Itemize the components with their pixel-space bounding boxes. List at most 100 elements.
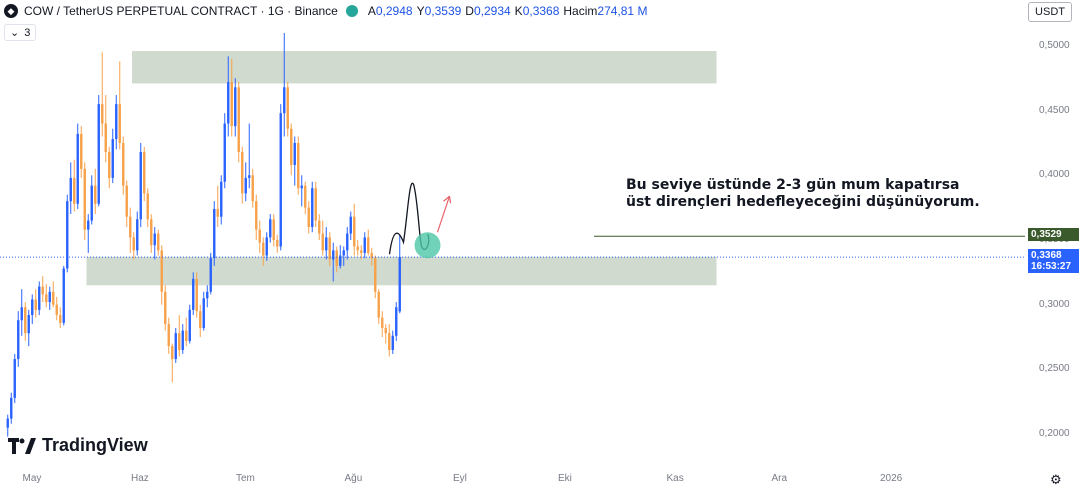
candle-body [346, 233, 349, 251]
candle-body [94, 185, 97, 204]
ohlc-close: K0,3368 [514, 4, 560, 18]
candle-body [52, 291, 55, 305]
candle-body [132, 237, 135, 251]
indicators-toggle[interactable]: ⌄ 3 [4, 24, 37, 41]
candle-body [188, 309, 191, 341]
candle-body [321, 233, 324, 251]
chart-annotation[interactable]: Bu seviye üstünde 2-3 gün mum kapatırsa … [626, 177, 980, 211]
candle-body [381, 317, 384, 328]
candle-body [227, 82, 230, 124]
candle-body [160, 250, 163, 292]
time-tick: Tem [236, 473, 255, 484]
candle-body [31, 299, 34, 316]
candle-body [181, 330, 184, 350]
candle-body [258, 229, 261, 243]
candle-body [360, 250, 363, 253]
candle-body [328, 237, 331, 260]
candle-body [370, 252, 373, 259]
time-tick: Haz [131, 473, 149, 484]
candle-body [125, 185, 128, 217]
candle-body [391, 335, 394, 350]
currency-select[interactable]: USDT [1028, 2, 1072, 22]
candle-body [367, 237, 370, 253]
candle-body [384, 328, 387, 334]
candle-body [178, 333, 181, 350]
candle-body [97, 104, 100, 204]
candle-body [307, 207, 310, 228]
candle-body [279, 113, 282, 247]
candle-body [167, 324, 170, 347]
countdown: 16:53:27 [1031, 261, 1072, 273]
candle-body [356, 246, 359, 251]
time-tick: Kas [666, 473, 684, 484]
price-chart[interactable] [0, 0, 1025, 460]
candle-body [276, 240, 279, 247]
candle-body [195, 278, 198, 312]
ohlc-high: Y0,3539 [416, 4, 462, 18]
candle-body [139, 152, 142, 220]
arrow-head [443, 195, 452, 204]
candle-body [87, 220, 90, 230]
candle-body [10, 397, 13, 419]
candle-body [213, 208, 216, 259]
candle-body [318, 220, 321, 234]
settings-gear-icon[interactable]: ⚙ [1050, 472, 1062, 487]
price-tick: 0,3000 [1039, 298, 1070, 310]
candle-body [104, 123, 107, 152]
price-axis[interactable]: USDT 0,50000,45000,40000,35000,30000,250… [1025, 0, 1082, 460]
candle-body [185, 330, 188, 341]
symbol-title[interactable]: COW / TetherUS PERPETUAL CONTRACT · 1G ·… [24, 4, 338, 18]
last-price: 0,3368 [1031, 250, 1062, 262]
candle-body [290, 128, 293, 165]
time-tick: Eki [558, 473, 572, 484]
candle-body [248, 175, 251, 178]
last-price-label: 0,3368 16:53:27 [1028, 249, 1079, 274]
time-tick: 2026 [880, 473, 903, 484]
candle-body [122, 142, 125, 186]
candle-body [234, 87, 237, 127]
candle-body [339, 255, 342, 266]
candle-body [143, 152, 146, 194]
tradingview-logo[interactable]: TradingView [8, 435, 148, 456]
candle-body [342, 250, 345, 256]
time-tick: Ağu [344, 473, 363, 484]
candle-body [150, 219, 153, 246]
tradingview-logo-icon [8, 437, 36, 454]
candle-body [377, 291, 380, 318]
candle-body [66, 201, 69, 269]
candle-body [199, 311, 202, 328]
candle-body [17, 320, 20, 360]
symbol-legend: ◆ COW / TetherUS PERPETUAL CONTRACT · 1G… [4, 2, 647, 20]
candle-body [115, 104, 118, 140]
candle-body [363, 237, 366, 253]
eye-icon[interactable] [345, 5, 358, 17]
time-tick: May [22, 473, 42, 484]
candle-body [230, 82, 233, 127]
zone-support [86, 256, 717, 286]
chart-canvas[interactable]: ◆ COW / TetherUS PERPETUAL CONTRACT · 1G… [0, 0, 1025, 460]
target-circle-marker [414, 232, 441, 259]
candle-body [286, 87, 289, 129]
candle-body [80, 133, 83, 169]
price-tick: 0,4000 [1039, 169, 1070, 181]
candle-body [45, 294, 48, 303]
candle-body [118, 104, 121, 143]
candle-body [34, 299, 37, 310]
candle-body [24, 307, 27, 334]
candle-body [20, 307, 23, 321]
candle-body [48, 291, 51, 303]
candle-body [6, 418, 9, 428]
candle-body [206, 291, 209, 299]
candle-body [101, 104, 104, 124]
time-axis[interactable]: May Haz Tem Ağu Eyl Eki Kas Ara 2026 [0, 460, 1025, 490]
candle-body [220, 181, 223, 217]
coin-icon: ◆ [4, 4, 18, 18]
candle-body [244, 177, 247, 194]
candle-body [108, 152, 111, 178]
candle-body [262, 242, 265, 256]
candle-body [157, 233, 160, 251]
candle-body [251, 175, 254, 202]
candle-body [129, 216, 132, 238]
annotation-line-1: Bu seviye üstünde 2-3 gün mum kapatırsa [626, 177, 960, 193]
candle-body [353, 216, 356, 247]
